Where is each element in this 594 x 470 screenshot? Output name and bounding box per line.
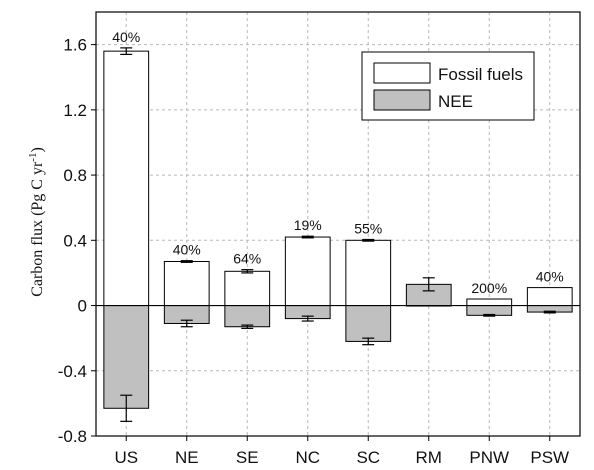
legend-swatch-nee — [373, 89, 431, 111]
x-axis-ticks: US NE SE NC SC RM PNW PSW — [114, 436, 569, 467]
y-tick-label-3: 0.4 — [63, 231, 87, 250]
x-tick-label-pnw: PNW — [469, 448, 509, 467]
x-tick-label-nc: NC — [295, 448, 320, 467]
percent-label-pnw: 200% — [471, 280, 507, 296]
bar-nee-sc — [345, 305, 392, 342]
y-tick-label-5: 1.2 — [63, 101, 87, 120]
bar-nee-se — [224, 305, 271, 328]
plot-frame — [95, 11, 581, 437]
percent-label-nc: 19% — [294, 217, 322, 233]
percent-label-psw: 40% — [536, 269, 564, 285]
bar-fossil-fuels-nc — [284, 236, 331, 307]
bar-fossil-fuels-us — [103, 50, 150, 307]
bars — [103, 47, 573, 422]
x-tick-label-us: US — [114, 448, 138, 467]
y-axis-ticks: -0.8 -0.4 0 0.4 0.8 1.2 1.6 — [58, 36, 96, 446]
bar-fossil-fuels-se — [224, 270, 271, 307]
y-tick-label-6: 1.6 — [63, 36, 87, 55]
y-axis-label: Carbon flux (Pg C yr-1) — [27, 147, 46, 297]
x-tick-label-se: SE — [236, 448, 259, 467]
y-tick-label-0: -0.8 — [58, 427, 87, 446]
bar-nee-pnw — [466, 305, 513, 316]
y-tick-label-1: -0.4 — [58, 362, 87, 381]
y-tick-label-4: 0.8 — [63, 166, 87, 185]
y-tick-label-2: 0 — [78, 297, 87, 316]
bar-fossil-fuels-psw — [526, 287, 573, 307]
percent-labels: 40% 40% 64% 19% 55% 200% 40% — [112, 29, 564, 296]
x-tick-label-psw: PSW — [530, 448, 569, 467]
bar-nee-us — [103, 305, 150, 409]
legend: Fossil fuels NEE — [361, 51, 535, 121]
x-tick-label-sc: SC — [356, 448, 380, 467]
x-tick-label-rm: RM — [416, 448, 442, 467]
x-tick-label-ne: NE — [175, 448, 199, 467]
bar-fossil-fuels-pnw — [466, 298, 513, 307]
legend-label-fossil-fuels: Fossil fuels — [438, 65, 523, 84]
percent-label-sc: 55% — [354, 220, 382, 236]
percent-label-ne: 40% — [173, 242, 201, 258]
percent-label-se: 64% — [233, 251, 261, 267]
legend-label-nee: NEE — [438, 92, 473, 111]
bar-fossil-fuels-sc — [345, 239, 392, 307]
percent-label-us: 40% — [112, 29, 140, 45]
legend-swatch-fossil-fuels — [373, 62, 431, 84]
bar-fossil-fuels-ne — [163, 261, 210, 307]
